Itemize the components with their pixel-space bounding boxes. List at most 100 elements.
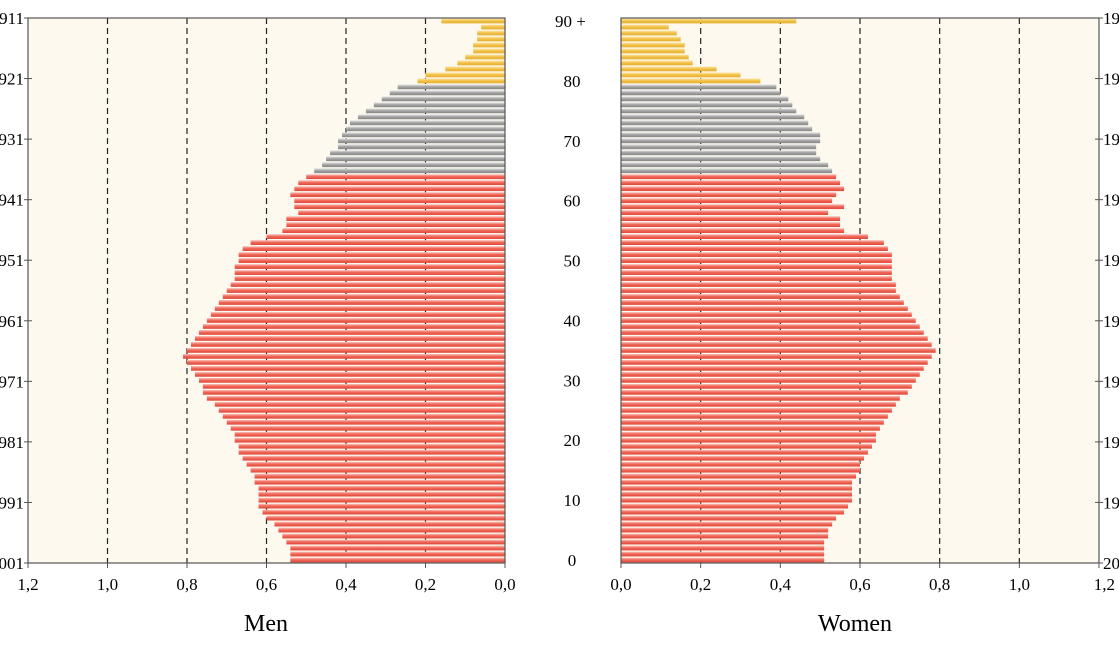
men-x-tick-label: 0,8 <box>176 575 197 594</box>
women-bar <box>621 24 669 30</box>
men-bar <box>194 371 505 377</box>
women-bar <box>621 54 689 60</box>
men-bar <box>290 557 505 563</box>
women-bar <box>621 371 920 377</box>
men-bar <box>238 252 506 257</box>
men-bar <box>187 347 505 353</box>
women-bar <box>621 264 892 269</box>
women-bar <box>621 425 880 431</box>
women-bar <box>621 150 817 156</box>
women-bar <box>621 395 900 401</box>
men-bar <box>194 336 505 341</box>
women-year-label: 1911 <box>1103 9 1119 28</box>
men-bar <box>222 413 505 419</box>
women-year-label: 2001 <box>1103 554 1119 573</box>
men-bar <box>298 210 505 216</box>
men-bar <box>286 539 505 545</box>
men-bar <box>342 132 505 138</box>
women-bar <box>621 102 793 108</box>
age-label: 20 <box>564 431 581 450</box>
men-bar <box>338 138 505 144</box>
men-bar <box>254 473 505 479</box>
men-bar <box>266 515 505 521</box>
men-bar <box>250 240 505 245</box>
women-bar <box>621 377 916 383</box>
men-bar <box>214 306 505 311</box>
men-bar <box>294 198 505 204</box>
women-bar <box>621 180 841 186</box>
women-bar <box>621 66 717 72</box>
men-bar <box>282 533 505 539</box>
age-label: 80 <box>564 72 581 91</box>
women-bar <box>621 413 888 419</box>
men-bar <box>258 503 505 509</box>
women-bar <box>621 126 813 132</box>
men-bar <box>222 294 505 299</box>
men-x-tick-label: 0,0 <box>494 575 515 594</box>
men-bar <box>234 264 505 269</box>
women-bar <box>621 467 860 473</box>
women-bar <box>621 228 845 234</box>
men-bar <box>294 186 505 192</box>
men-year-label: 2001 <box>0 554 24 573</box>
men-x-tick-label: 1,0 <box>97 575 118 594</box>
men-bar <box>306 174 505 180</box>
men-bar <box>349 120 505 126</box>
women-bar <box>621 312 912 317</box>
men-bar <box>457 60 505 66</box>
women-bar <box>621 162 829 168</box>
men-bar <box>290 551 505 557</box>
women-bar <box>621 294 900 299</box>
women-bar <box>621 84 777 90</box>
men-bar <box>314 168 505 174</box>
women-bar <box>621 359 928 365</box>
women-bar <box>621 192 837 198</box>
men-year-label: 1911 <box>0 9 24 28</box>
men-bar <box>250 467 505 473</box>
men-bar <box>254 479 505 485</box>
women-bar <box>621 491 853 497</box>
men-bar <box>441 18 505 24</box>
men-bar <box>282 228 505 234</box>
men-bar <box>242 455 505 461</box>
women-bar <box>621 222 841 228</box>
men-bar <box>477 36 505 42</box>
women-bar <box>621 258 892 263</box>
men-bar <box>187 359 505 365</box>
women-bar <box>621 90 781 96</box>
men-bar <box>198 330 506 335</box>
men-bar <box>417 78 505 84</box>
men-x-tick-label: 0,6 <box>256 575 277 594</box>
men-bar <box>397 84 505 90</box>
men-bar <box>473 48 505 54</box>
women-bars <box>621 18 936 563</box>
women-bar <box>621 288 896 293</box>
men-bar <box>242 246 505 251</box>
men-bar <box>274 521 505 527</box>
women-bar <box>621 252 892 257</box>
age-label: 30 <box>564 371 581 390</box>
women-bar <box>621 551 825 557</box>
women-bar <box>621 539 825 545</box>
women-bar <box>621 96 789 102</box>
women-bar <box>621 108 797 114</box>
women-bar <box>621 246 888 251</box>
women-panel-title: Women <box>818 611 892 637</box>
men-bar <box>294 204 505 210</box>
women-bar <box>621 318 916 323</box>
women-bar <box>621 306 908 311</box>
age-label: 90 + <box>555 12 586 31</box>
men-bar <box>210 312 505 317</box>
age-axis-labels: 0 10 20 30 40 50 60 70 80 90 + <box>555 12 586 570</box>
